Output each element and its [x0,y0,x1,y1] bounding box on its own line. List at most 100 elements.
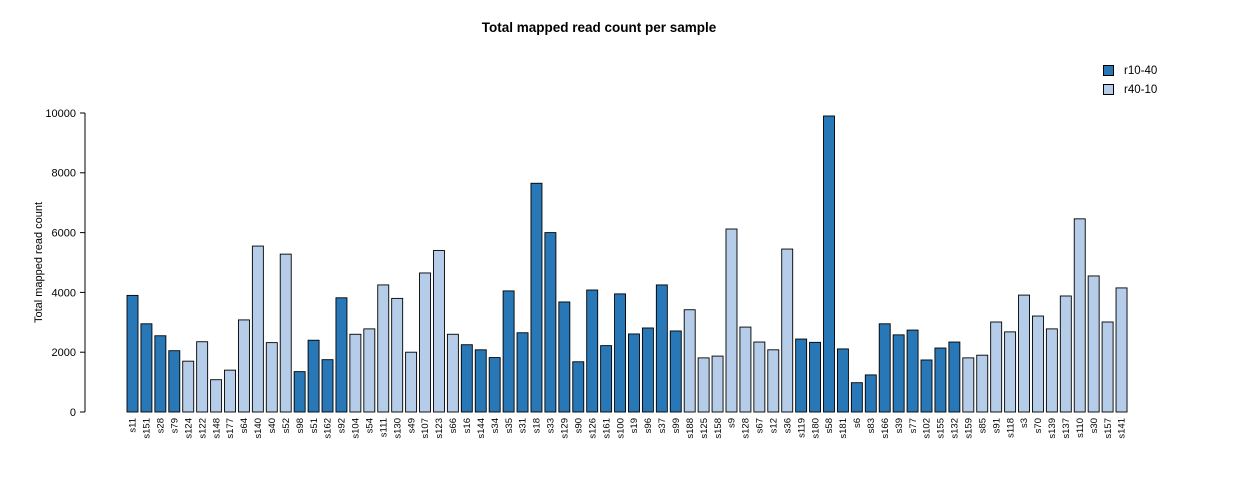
x-tick-label-s30: s30 [1089,418,1100,433]
bar-s30 [1087,275,1100,413]
x-tick-label-s11: s11 [128,418,139,433]
bar-s157 [1101,321,1114,413]
bar-s102 [920,359,933,413]
bar-s28 [154,335,167,413]
bar-s158 [711,355,724,413]
bar-s130 [391,297,404,413]
bar-s110 [1073,218,1086,413]
bar-s70 [1031,315,1044,413]
bar-s36 [781,248,794,413]
bar-s83 [864,374,877,413]
x-tick-label-s125: s125 [699,418,710,439]
x-tick-label-s140: s140 [253,418,264,439]
x-tick-label-s137: s137 [1061,418,1072,439]
x-tick-label-s90: s90 [573,418,584,433]
bar-s107 [419,272,431,413]
x-tick-label-s162: s162 [323,418,334,439]
bar-s128 [739,326,752,413]
legend-item-r40-10: r40-10 [1103,80,1157,99]
bar-s166 [878,323,891,413]
chart-title: Total mapped read count per sample [481,20,717,35]
y-tick-label: 8000 [52,168,76,180]
x-tick-label-s54: s54 [365,418,376,433]
x-tick-label-s110: s110 [1075,418,1086,438]
bar-s91 [990,321,1003,413]
x-tick-label-s107: s107 [420,418,431,439]
bar-s64 [237,319,250,413]
x-tick-label-s16: s16 [462,418,473,433]
x-tick-label-s180: s180 [810,418,821,439]
x-tick-label-s91: s91 [991,418,1002,433]
bar-s12 [767,349,780,413]
bar-s139 [1045,328,1058,413]
bar-s119 [795,338,808,413]
x-tick-label-s104: s104 [351,418,362,439]
y-tick-label: 0 [70,407,76,419]
bar-s111 [377,284,390,413]
bar-s132 [948,341,961,413]
legend-swatch-r10-40 [1103,65,1114,76]
x-tick-label-s148: s148 [211,418,222,439]
x-tick-label-s99: s99 [671,418,682,433]
bar-s79 [168,350,181,413]
x-tick-label-s111: s111 [378,418,389,437]
x-tick-label-s40: s40 [267,418,278,433]
bar-s18 [530,182,543,413]
bar-s151 [140,323,153,413]
x-tick-label-s159: s159 [964,418,975,439]
bar-s125 [697,357,710,413]
x-tick-label-s83: s83 [866,418,877,433]
bar-s40 [265,342,278,413]
bar-s16 [460,344,473,413]
bar-s51 [307,339,320,413]
bar-s126 [586,289,599,413]
bar-s58 [823,115,835,413]
x-tick-label-s39: s39 [894,418,905,433]
x-tick-label-s118: s118 [1005,418,1016,438]
bar-s31 [516,332,529,413]
bar-s85 [976,354,989,413]
bar-s90 [572,361,585,413]
bar-s188 [683,309,696,413]
bar-s123 [433,250,445,413]
x-tick-label-s141: s141 [1117,418,1128,439]
x-tick-label-s130: s130 [392,418,403,439]
x-tick-label-s64: s64 [239,418,250,433]
y-tick-label: 10000 [45,108,76,120]
x-tick-label-s122: s122 [197,418,208,439]
y-tick-label: 2000 [52,347,76,359]
bar-s159 [962,357,975,413]
bar-s6 [850,382,863,413]
x-tick-label-s58: s58 [824,418,835,433]
x-tick-label-s9: s9 [727,418,738,428]
legend-swatch-r40-10 [1103,84,1114,95]
bar-s54 [363,328,376,413]
x-tick-label-s31: s31 [518,418,529,433]
x-tick-label-s77: s77 [908,418,919,433]
legend: r10-40 r40-10 [1103,61,1157,99]
x-tick-label-s132: s132 [950,418,961,439]
legend-label: r10-40 [1124,64,1158,77]
bar-s118 [1004,331,1017,413]
x-tick-label-s18: s18 [532,418,543,433]
y-tick-label: 6000 [52,227,76,239]
bar-s141 [1115,287,1128,413]
x-tick-label-s102: s102 [922,418,933,439]
bar-s66 [446,333,459,413]
bar-s104 [349,333,362,413]
x-tick-label-s37: s37 [657,418,668,433]
x-tick-label-s6: s6 [852,418,863,428]
x-tick-label-s157: s157 [1103,418,1114,439]
bar-s96 [641,327,654,413]
x-tick-label-s119: s119 [796,418,807,438]
bar-s19 [628,333,640,413]
bar-s161 [600,345,613,413]
x-tick-label-s85: s85 [977,418,988,433]
bar-s3 [1018,294,1030,413]
x-tick-label-s158: s158 [713,418,724,439]
legend-label: r40-10 [1124,83,1158,96]
x-tick-label-s100: s100 [615,418,626,439]
x-tick-label-s36: s36 [782,418,793,433]
bar-s9 [725,228,738,413]
